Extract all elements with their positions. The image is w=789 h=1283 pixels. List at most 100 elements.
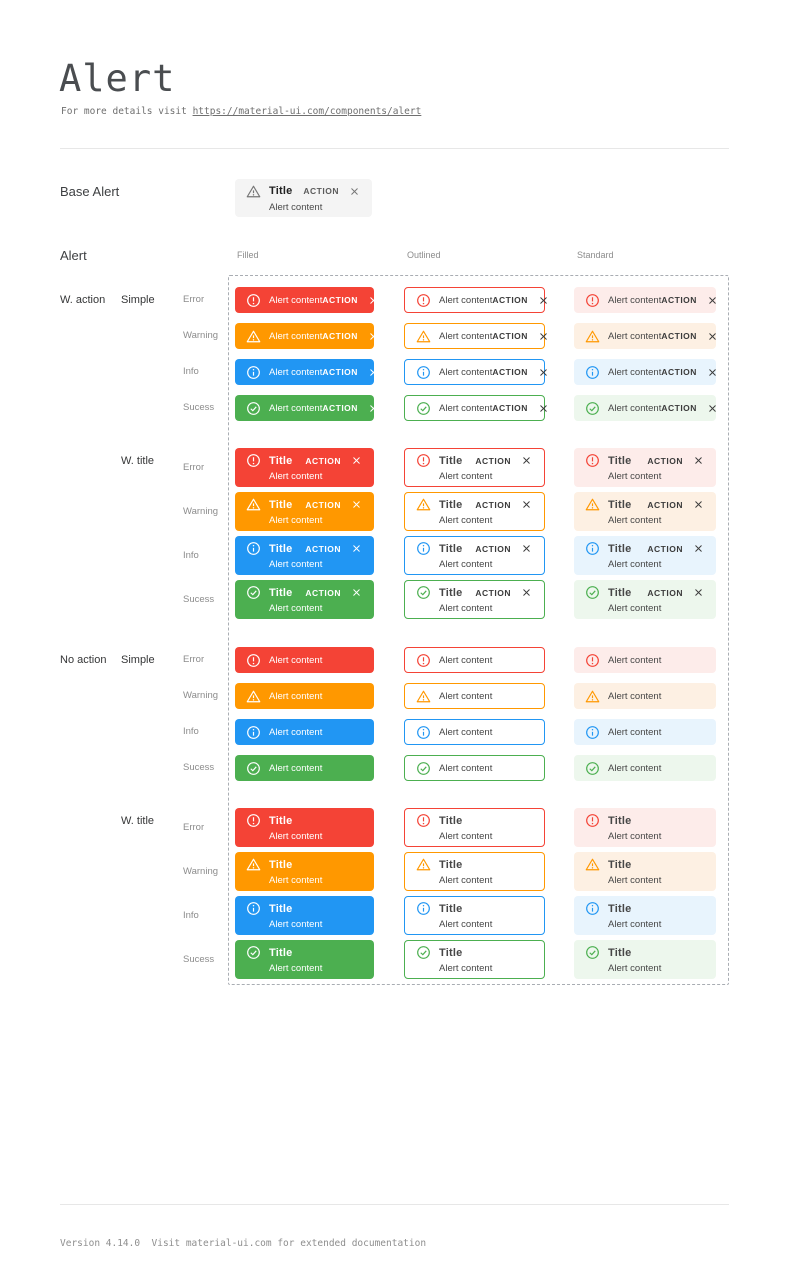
alert-close-button[interactable] xyxy=(538,403,549,414)
alert-close-button[interactable] xyxy=(538,367,549,378)
alert-close-button[interactable] xyxy=(521,587,532,598)
alert-close-button[interactable] xyxy=(693,455,704,466)
alert-close-button[interactable] xyxy=(351,499,362,510)
alert-filled-info: Alert content xyxy=(235,719,374,745)
alert-first-line: Alert content ACTION xyxy=(585,329,716,344)
row-label-warning: Warning xyxy=(183,506,219,517)
alert-close-button[interactable] xyxy=(707,331,718,342)
alert-first-line: Title ACTION xyxy=(416,585,532,600)
alert-action-button[interactable]: ACTION xyxy=(492,367,528,377)
alert-standard-info: Alert content xyxy=(574,719,716,745)
alert-action-button[interactable]: ACTION xyxy=(305,499,341,510)
warning-triangle-icon xyxy=(416,689,431,704)
info-circle-icon xyxy=(585,365,600,380)
alert-close-button[interactable] xyxy=(368,403,379,414)
warning-triangle-icon xyxy=(585,857,600,872)
base-alert: Title ACTION Alert content xyxy=(235,179,372,217)
alert-close-button[interactable] xyxy=(351,543,362,554)
alert-close-button[interactable] xyxy=(521,455,532,466)
alert-close-button[interactable] xyxy=(521,543,532,554)
subtitle-prefix: For more details visit xyxy=(61,106,193,117)
alert-first-line: Title xyxy=(416,857,532,872)
alert-message: Alert content xyxy=(608,559,662,570)
alert-filled-success: Title ACTION Alert content xyxy=(235,580,374,619)
alert-action-button[interactable]: ACTION xyxy=(492,295,528,305)
alert-close-button[interactable] xyxy=(349,186,360,197)
alert-close-button[interactable] xyxy=(351,455,362,466)
alert-action-button[interactable]: ACTION xyxy=(661,331,697,341)
alert-message: Alert content xyxy=(439,294,493,306)
alert-close-button[interactable] xyxy=(351,587,362,598)
alert-close-button[interactable] xyxy=(693,587,704,598)
alert-message: Alert content xyxy=(608,515,662,526)
info-circle-icon xyxy=(416,901,431,916)
alert-action-button[interactable]: ACTION xyxy=(647,543,683,554)
alert-first-line: Title ACTION xyxy=(246,585,362,600)
row-label-info: Info xyxy=(183,910,199,921)
check-circle-icon xyxy=(585,401,600,416)
alert-message: Alert content xyxy=(439,919,493,930)
row-label-success: Sucess xyxy=(183,762,215,773)
alert-first-line: Title ACTION xyxy=(416,453,532,468)
check-circle-icon xyxy=(585,761,600,776)
alert-close-button[interactable] xyxy=(693,499,704,510)
alert-action-button[interactable]: ACTION xyxy=(322,403,358,413)
alert-title: Title xyxy=(608,902,632,915)
alert-filled-warning: Title ACTION Alert content xyxy=(235,492,374,531)
alert-action-button[interactable]: ACTION xyxy=(647,455,683,466)
alert-action-button[interactable]: ACTION xyxy=(305,587,341,598)
alert-action-button[interactable]: ACTION xyxy=(475,587,511,598)
alert-action-button[interactable]: ACTION xyxy=(322,331,358,341)
alert-action-button[interactable]: ACTION xyxy=(305,543,341,554)
alert-message: Alert content xyxy=(608,831,662,842)
alert-action-button[interactable]: ACTION xyxy=(305,455,341,466)
page-title: Alert xyxy=(59,57,176,100)
alert-action-button[interactable]: ACTION xyxy=(661,295,697,305)
alert-message: Alert content xyxy=(439,690,493,702)
alert-first-line: Title ACTION xyxy=(585,541,704,556)
alert-action-button[interactable]: ACTION xyxy=(492,403,528,413)
alert-close-button[interactable] xyxy=(521,499,532,510)
alert-message: Alert content xyxy=(269,294,323,306)
alert-first-line: Alert content xyxy=(416,689,532,704)
alert-close-button[interactable] xyxy=(368,367,379,378)
alert-action-button[interactable]: ACTION xyxy=(475,543,511,554)
alert-close-button[interactable] xyxy=(538,295,549,306)
alert-action-button[interactable]: ACTION xyxy=(303,186,339,196)
row-label-warning: Warning xyxy=(183,330,219,341)
alert-action-button[interactable]: ACTION xyxy=(475,455,511,466)
row-label-error: Error xyxy=(183,294,205,305)
alert-close-button[interactable] xyxy=(368,295,379,306)
alert-close-button[interactable] xyxy=(538,331,549,342)
warning-triangle-icon xyxy=(585,689,600,704)
warning-triangle-icon xyxy=(585,329,600,344)
alert-first-line: Alert content ACTION xyxy=(416,293,547,308)
alert-close-button[interactable] xyxy=(693,543,704,554)
column-header-filled: Filled xyxy=(237,250,259,260)
alert-action-button[interactable]: ACTION xyxy=(647,499,683,510)
check-circle-icon xyxy=(246,401,261,416)
alert-first-line: Title ACTION xyxy=(585,453,704,468)
alert-outlined-error: Title ACTION Alert content xyxy=(404,448,545,487)
alert-action-button[interactable]: ACTION xyxy=(322,367,358,377)
check-circle-icon xyxy=(585,945,600,960)
docs-link[interactable]: https://material-ui.com/components/alert xyxy=(192,106,422,117)
alert-action-button[interactable]: ACTION xyxy=(475,499,511,510)
alert-close-button[interactable] xyxy=(368,331,379,342)
alert-close-button[interactable] xyxy=(707,367,718,378)
alert-action-button[interactable]: ACTION xyxy=(322,295,358,305)
alert-first-line: Alert content ACTION xyxy=(246,401,377,416)
alert-first-line: Title ACTION xyxy=(246,453,362,468)
alert-action-button[interactable]: ACTION xyxy=(661,367,697,377)
alert-standard-error: Title ACTION Alert content xyxy=(574,448,716,487)
alert-close-button[interactable] xyxy=(707,295,718,306)
alert-action-button[interactable]: ACTION xyxy=(492,331,528,341)
alert-title: Title xyxy=(439,902,463,915)
alert-close-button[interactable] xyxy=(707,403,718,414)
error-circle-icon xyxy=(585,293,600,308)
alert-first-line: Alert content ACTION xyxy=(246,293,377,308)
alert-action-button[interactable]: ACTION xyxy=(647,587,683,598)
alert-action-button[interactable]: ACTION xyxy=(661,403,697,413)
alert-message: Alert content xyxy=(608,366,662,378)
alert-first-line: Alert content xyxy=(416,725,532,740)
